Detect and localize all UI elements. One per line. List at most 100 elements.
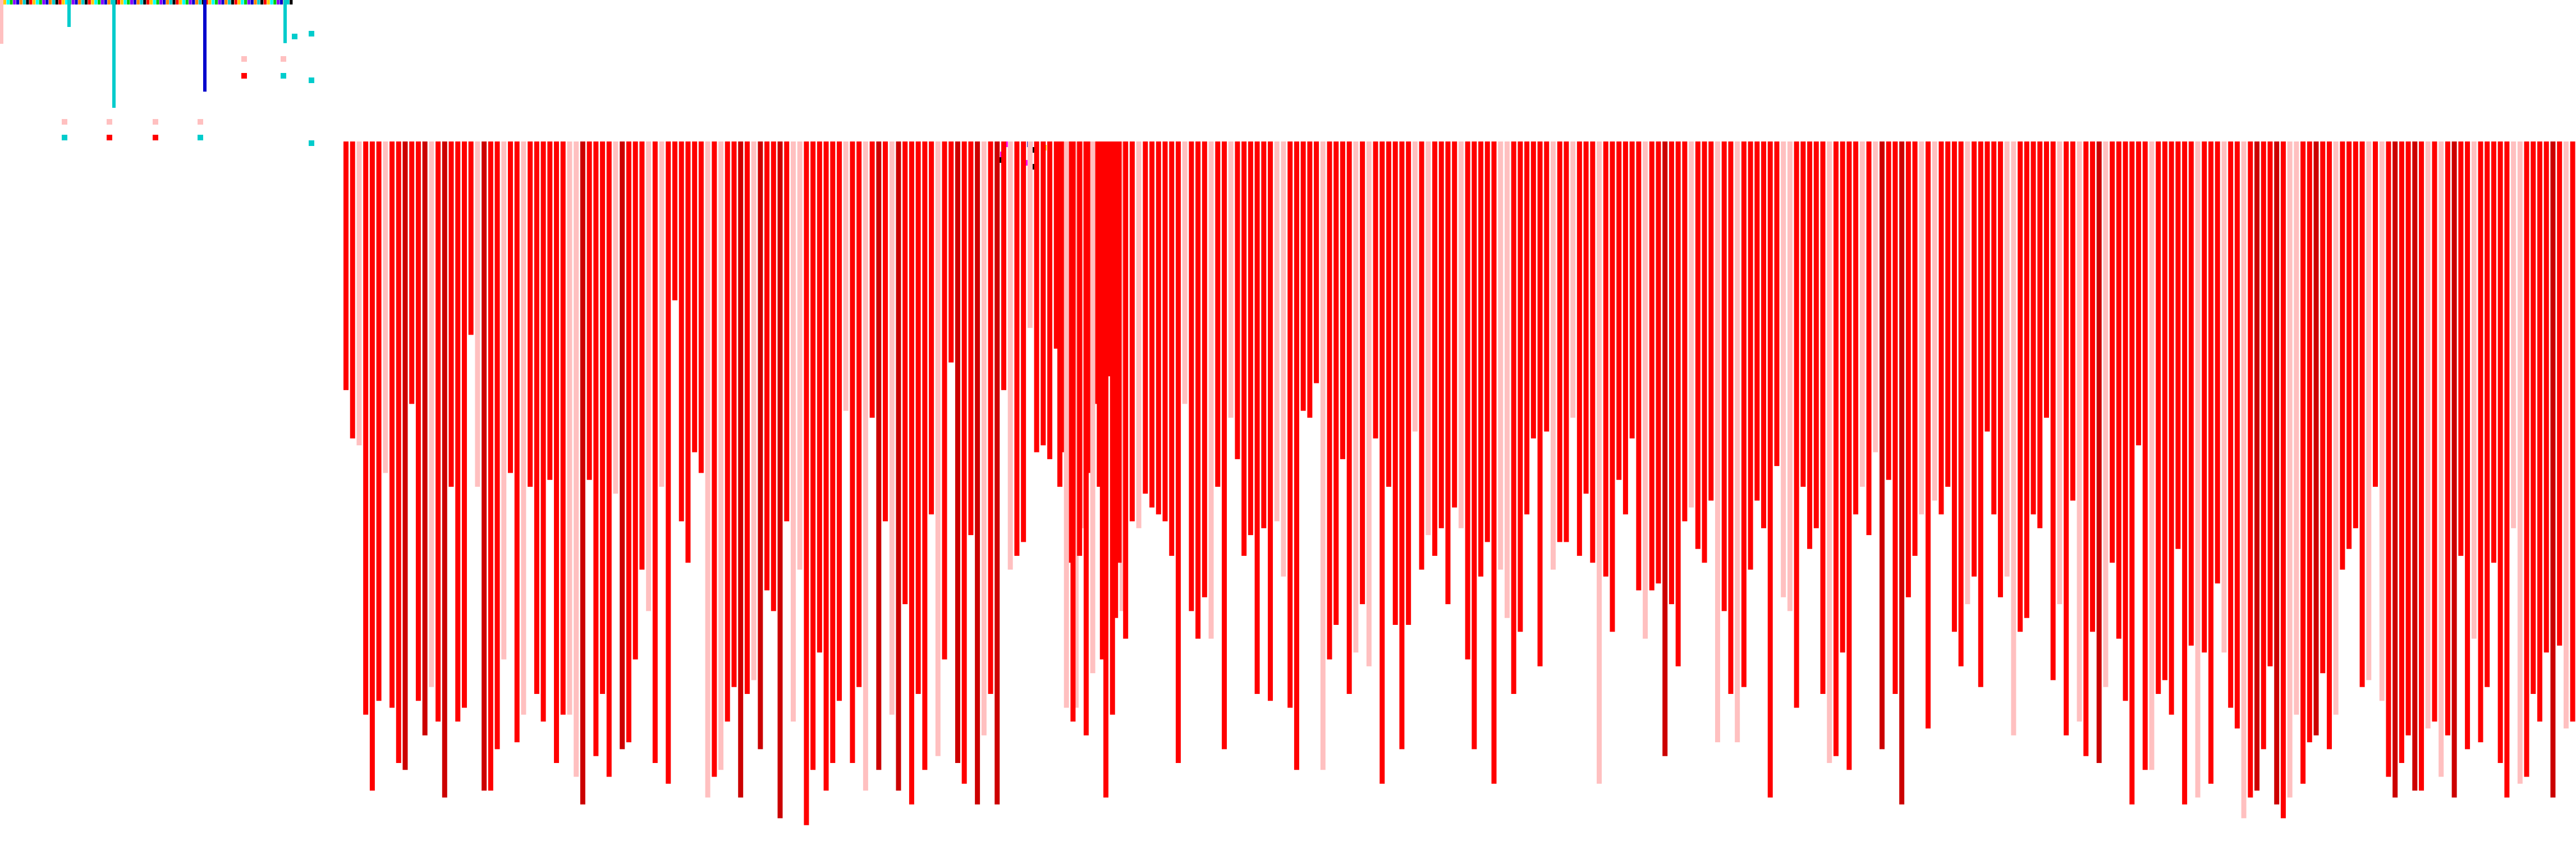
bar-g1-64 bbox=[764, 141, 770, 591]
strip-cell-52 bbox=[169, 0, 172, 4]
strip-cell-32 bbox=[104, 0, 107, 4]
bar-g1-87 bbox=[915, 141, 921, 694]
bar-g2-103 bbox=[1735, 141, 1740, 743]
strip-cell-49 bbox=[159, 0, 163, 4]
bar-g2-179 bbox=[2234, 141, 2240, 729]
strip-rule-1 bbox=[112, 0, 116, 108]
bar-g2-33 bbox=[1274, 141, 1280, 522]
bar-g1-92 bbox=[948, 141, 954, 363]
bar-g1-12 bbox=[422, 141, 428, 735]
bar-g2-182 bbox=[2254, 141, 2260, 791]
bar-g2-31 bbox=[1261, 141, 1267, 528]
bar-g2-185 bbox=[2274, 141, 2280, 805]
bar-g2-221 bbox=[2511, 141, 2517, 528]
bar-g2-23 bbox=[1208, 141, 1214, 639]
bar-g2-117 bbox=[1827, 141, 1832, 763]
bar-g2-18 bbox=[1175, 141, 1181, 763]
strip-cell-46 bbox=[149, 0, 153, 4]
bar-g2-5 bbox=[1090, 141, 1096, 674]
bar-g2-28 bbox=[1241, 141, 1247, 556]
strip-cell-27 bbox=[88, 0, 91, 4]
bar-g2-132 bbox=[1926, 141, 1931, 729]
marker-6 bbox=[153, 135, 158, 140]
bar-g1-105 bbox=[1034, 141, 1039, 453]
strip-cell-67 bbox=[218, 0, 221, 4]
strip-cell-58 bbox=[189, 0, 192, 4]
bar-g2-165 bbox=[2142, 141, 2148, 770]
bar-g1-71 bbox=[810, 141, 816, 770]
bar-g2-71 bbox=[1524, 141, 1530, 515]
bar-g2-48 bbox=[1373, 141, 1378, 438]
bar-g2-82 bbox=[1597, 141, 1602, 784]
bar-g2-169 bbox=[2169, 141, 2174, 715]
bar-g2-62 bbox=[1465, 141, 1470, 660]
bar-g2-138 bbox=[1965, 141, 1970, 605]
bar-g2-57 bbox=[1432, 141, 1438, 556]
bar-g1-9 bbox=[402, 141, 408, 770]
bar-g2-229 bbox=[2563, 141, 2569, 729]
bar-g1-98 bbox=[988, 141, 993, 694]
strip-cell-7 bbox=[22, 0, 26, 4]
strip-cell-65 bbox=[212, 0, 215, 4]
bar-g1-66 bbox=[777, 141, 783, 819]
strip-cell-24 bbox=[78, 0, 81, 4]
bar-g2-166 bbox=[2149, 141, 2155, 770]
bar-g2-11 bbox=[1129, 141, 1135, 522]
marker-8 bbox=[241, 56, 247, 62]
bar-g2-170 bbox=[2175, 141, 2181, 549]
strip-cell-75 bbox=[244, 0, 247, 4]
strip-rule-3 bbox=[283, 0, 287, 43]
strip-cell-66 bbox=[214, 0, 218, 4]
strip-cell-77 bbox=[250, 0, 254, 4]
strip-cell-26 bbox=[84, 0, 88, 4]
bar-g2-126 bbox=[1886, 141, 1891, 480]
strip-cell-83 bbox=[270, 0, 273, 4]
bar-g2-119 bbox=[1840, 141, 1845, 653]
bar-g2-130 bbox=[1912, 141, 1918, 556]
bar-g2-147 bbox=[2024, 141, 2029, 618]
bar-g2-152 bbox=[2057, 141, 2062, 605]
bar-g1-39 bbox=[600, 141, 606, 694]
bar-g2-201 bbox=[2379, 141, 2385, 701]
bar-g2-137 bbox=[1958, 141, 1964, 666]
bar-g2-75 bbox=[1551, 141, 1556, 570]
bar-g2-134 bbox=[1938, 141, 1944, 515]
bar-g2-44 bbox=[1346, 141, 1352, 694]
bar-g2-127 bbox=[1892, 141, 1898, 694]
bar-g1-101 bbox=[1007, 141, 1013, 570]
strip-cell-55 bbox=[179, 0, 182, 4]
bar-g1-19 bbox=[468, 141, 474, 335]
strip-cell-44 bbox=[143, 0, 146, 4]
bar-g2-210 bbox=[2439, 141, 2444, 777]
bar-g2-143 bbox=[1997, 141, 2003, 597]
strip-cell-18 bbox=[58, 0, 62, 4]
bar-g2-206 bbox=[2412, 141, 2418, 791]
bar-g2-67 bbox=[1498, 141, 1504, 570]
bar-g1-108 bbox=[1053, 141, 1059, 349]
bar-g2-49 bbox=[1379, 141, 1385, 784]
bar-g2-95 bbox=[1682, 141, 1688, 522]
strip-rule-2 bbox=[203, 0, 207, 92]
bar-g2-219 bbox=[2497, 141, 2503, 763]
strip-cell-39 bbox=[127, 0, 130, 4]
bar-g2-3 bbox=[1077, 141, 1083, 556]
strip-cell-37 bbox=[120, 0, 123, 4]
bar-g2-79 bbox=[1576, 141, 1582, 556]
bar-g2-215 bbox=[2471, 141, 2477, 639]
bar-g1-85 bbox=[902, 141, 908, 605]
strip-cell-64 bbox=[208, 0, 212, 4]
bar-g2-8 bbox=[1110, 141, 1115, 715]
bar-g2-139 bbox=[1972, 141, 1977, 577]
top-color-strip bbox=[0, 0, 293, 108]
bar-g2-222 bbox=[2517, 141, 2523, 784]
bar-g1-47 bbox=[652, 141, 658, 763]
bar-g1-4 bbox=[369, 141, 375, 791]
bar-g1-22 bbox=[488, 141, 493, 791]
bar-g1-76 bbox=[843, 141, 849, 411]
strip-cell-50 bbox=[163, 0, 166, 4]
bar-g2-0 bbox=[1057, 141, 1062, 487]
bar-g1-5 bbox=[376, 141, 382, 701]
bar-g1-62 bbox=[751, 141, 757, 680]
bar-g2-161 bbox=[2116, 141, 2121, 639]
